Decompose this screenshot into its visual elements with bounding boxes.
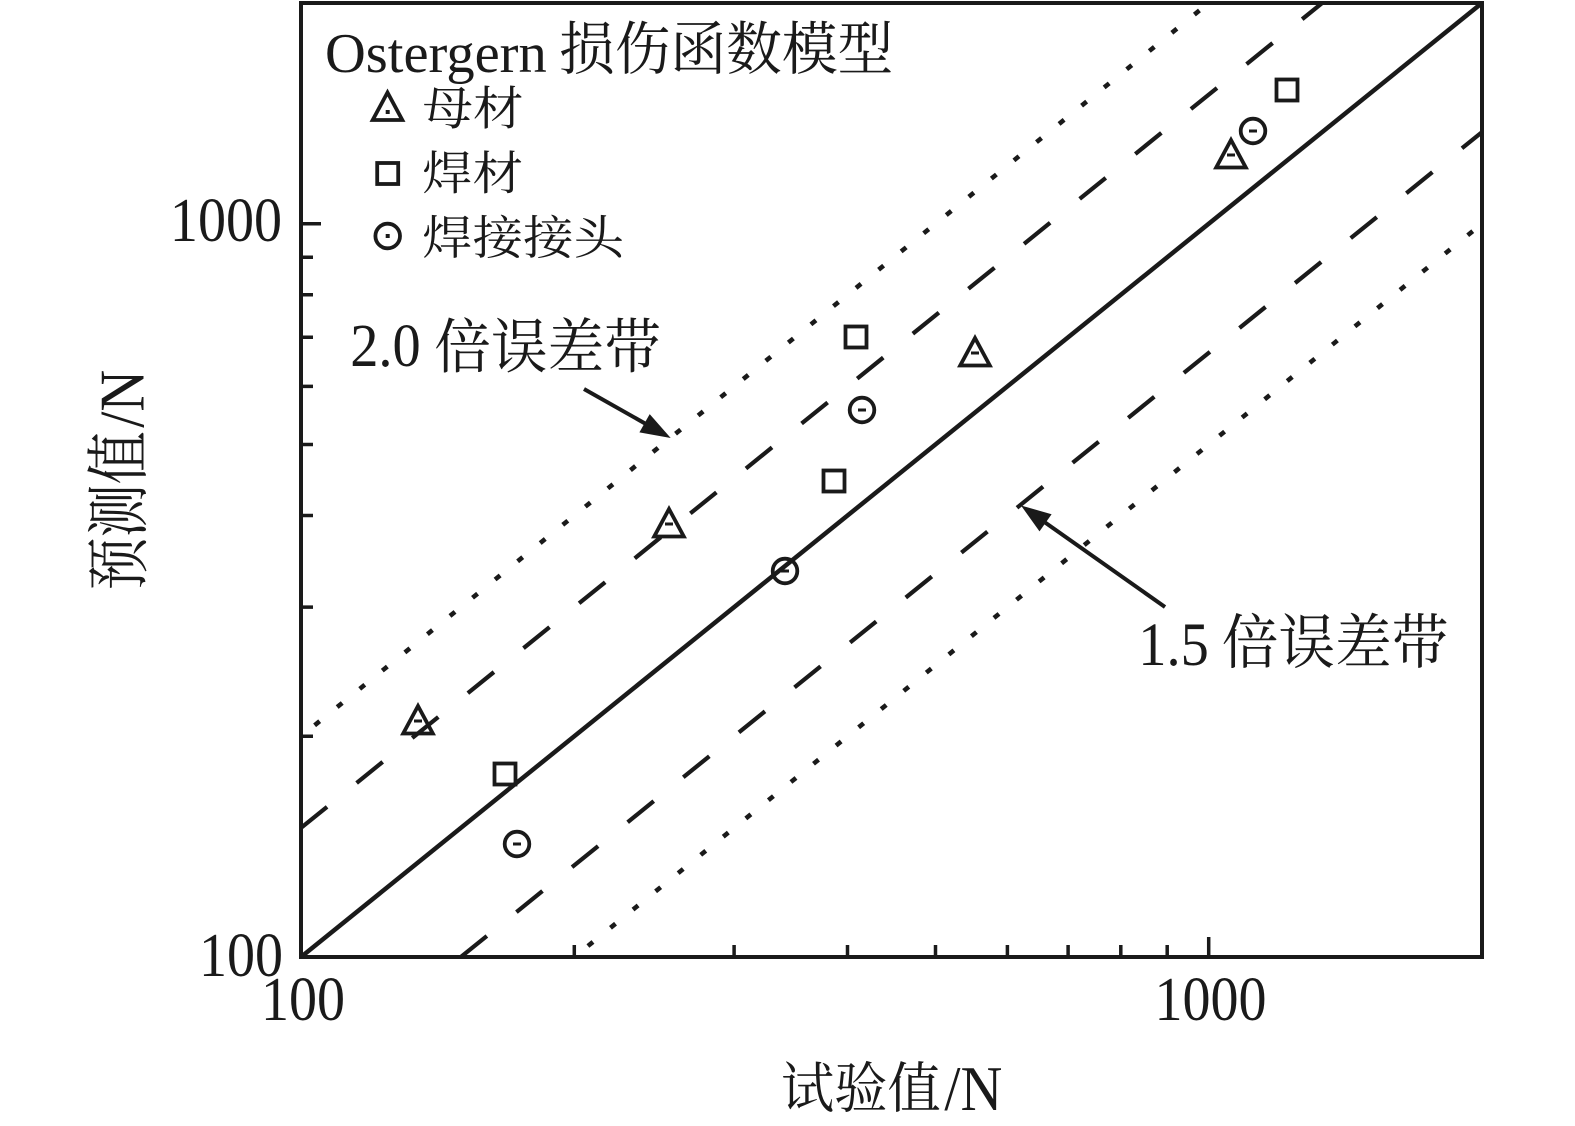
svg-text:1000: 1000 xyxy=(170,185,282,254)
svg-text:/N: /N xyxy=(88,370,158,428)
svg-text:1000: 1000 xyxy=(1154,964,1266,1033)
svg-text:1.5: 1.5 xyxy=(1138,611,1208,679)
svg-text:/N: /N xyxy=(944,1054,1002,1124)
svg-text:Ostergern: Ostergern xyxy=(325,23,547,85)
svg-text:2.0: 2.0 xyxy=(350,312,420,380)
svg-text:100: 100 xyxy=(199,920,283,989)
svg-text:100: 100 xyxy=(261,964,345,1033)
